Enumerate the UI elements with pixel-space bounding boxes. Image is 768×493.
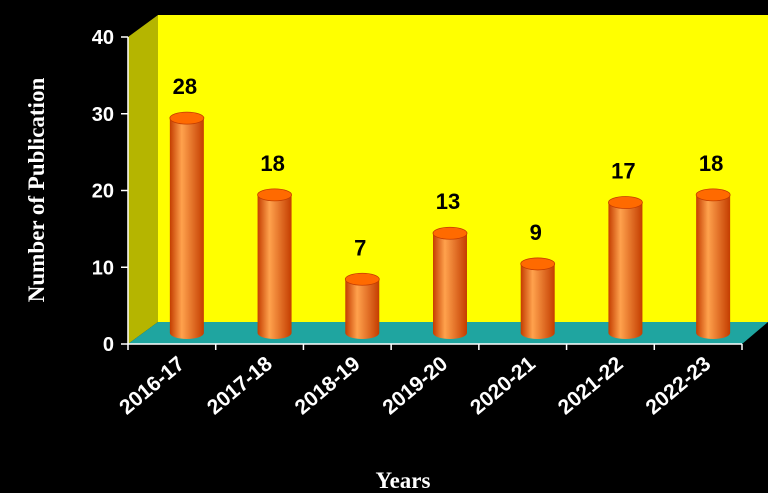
- bars: [169, 111, 731, 339]
- x-tick-label: 2019-20: [378, 352, 452, 419]
- bar: [432, 226, 468, 339]
- data-label: 18: [699, 151, 723, 176]
- side-wall: [128, 15, 158, 344]
- data-label: 18: [260, 151, 284, 176]
- bar-top: [520, 257, 556, 271]
- bar-top: [695, 188, 731, 202]
- bar-top: [344, 272, 380, 286]
- data-label: 17: [611, 159, 635, 184]
- y-axis: 0 10 20 30 40: [92, 27, 128, 356]
- y-tick-label: 40: [92, 27, 114, 49]
- bar: [169, 111, 205, 339]
- y-axis-title: Number of Publication: [24, 78, 49, 303]
- bar-top: [257, 188, 292, 202]
- data-label: 7: [354, 235, 366, 260]
- bar-body: [520, 263, 555, 339]
- x-axis: 2016-17 2017-18 2018-19 2019-20 2020-21 2021-…: [115, 344, 743, 419]
- data-label: 13: [436, 189, 460, 214]
- x-tick-label: 2022-23: [642, 352, 716, 419]
- y-tick-label: 0: [103, 334, 114, 356]
- bar: [520, 257, 556, 339]
- x-axis-title: Years: [376, 468, 431, 493]
- bar: [608, 196, 643, 339]
- x-tick-label: 2017-18: [203, 352, 277, 419]
- y-tick-label: 20: [92, 181, 114, 203]
- bar-top: [169, 111, 205, 125]
- y-tick-label: 10: [92, 257, 114, 279]
- data-labels: 28 18 7 13 9 17 18: [173, 74, 724, 260]
- bar-top: [432, 226, 468, 240]
- bar-body: [696, 194, 731, 339]
- x-tick-label: 2020-21: [466, 352, 540, 419]
- data-label: 28: [173, 74, 197, 99]
- bar-body: [257, 194, 292, 339]
- data-label: 9: [530, 220, 542, 245]
- y-tick-label: 30: [92, 104, 114, 126]
- bar-body: [608, 202, 643, 339]
- bar: [695, 188, 731, 339]
- x-tick-label: 2021-22: [554, 352, 628, 419]
- bar: [344, 272, 380, 339]
- bar-top: [608, 196, 643, 209]
- bar-body: [345, 279, 380, 339]
- bar-body: [433, 233, 467, 339]
- bar: [257, 188, 292, 339]
- bar-body: [169, 118, 204, 339]
- x-tick-label: 2016-17: [115, 352, 189, 419]
- x-tick-label: 2018-19: [291, 352, 365, 419]
